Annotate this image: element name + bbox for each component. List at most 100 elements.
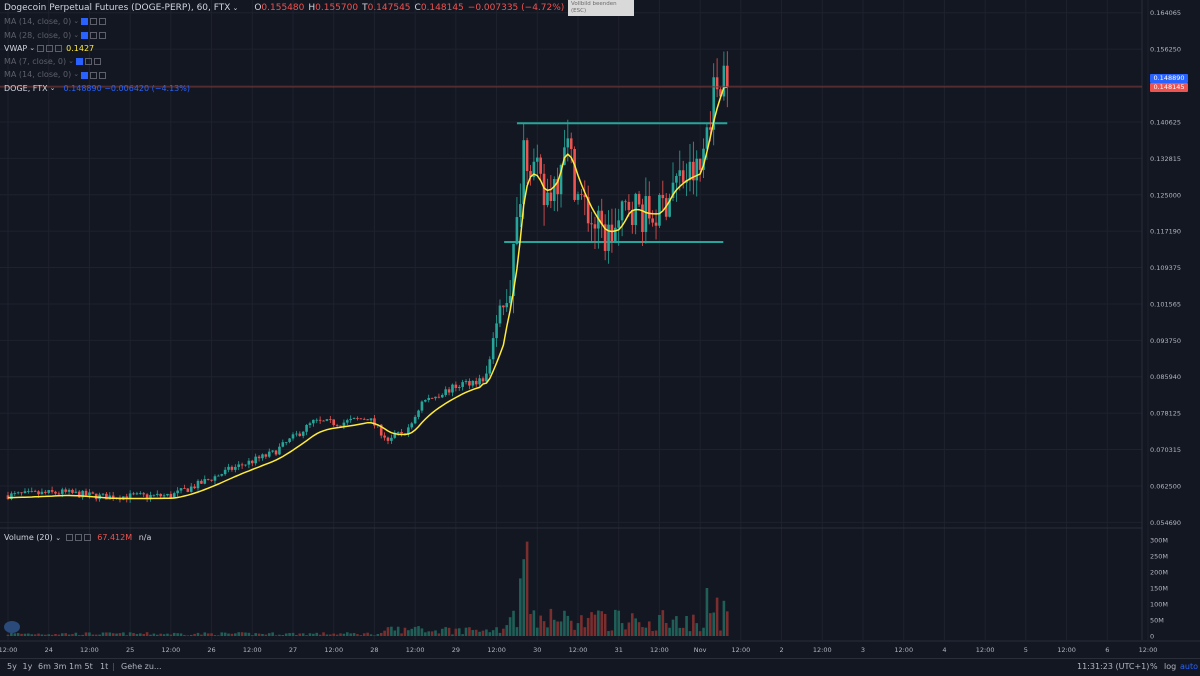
candle-body <box>444 389 447 395</box>
chevron-down-icon[interactable]: ⌄ <box>73 70 80 79</box>
eye-icon[interactable] <box>81 31 89 39</box>
candle-body <box>407 427 410 434</box>
settings-icon[interactable] <box>46 45 54 53</box>
volume-bar <box>607 631 610 636</box>
indicator-row[interactable]: VWAP ⌄ 0.1427 <box>4 42 568 55</box>
volume-bar <box>569 620 573 636</box>
eye-icon[interactable] <box>65 534 73 541</box>
chevron-down-icon[interactable]: ⌄ <box>73 17 80 26</box>
eye-icon[interactable] <box>76 58 83 66</box>
range-1y[interactable]: 1y <box>22 662 33 671</box>
settings-icon[interactable] <box>90 31 98 39</box>
candle-body <box>240 464 244 466</box>
range-5y[interactable]: 5y <box>7 662 17 671</box>
symbol-row[interactable]: Dogecoin Perpetual Futures (DOGE-PERP), … <box>4 2 568 15</box>
chevron-down-icon[interactable]: ⌄ <box>29 43 36 52</box>
volume-bar <box>196 632 200 636</box>
indicator-row[interactable]: MA (14, close, 0) ⌄ <box>4 15 568 28</box>
settings-icon[interactable] <box>85 58 92 66</box>
chevron-down-icon[interactable]: ⌄ <box>73 30 80 39</box>
close-icon[interactable] <box>83 534 91 541</box>
candle-body <box>654 222 658 226</box>
volume-bar <box>261 633 264 636</box>
volume-bar <box>464 627 468 636</box>
compare-symbol[interactable]: DOGE, FTX <box>4 83 48 93</box>
price-tick-label: 0.101565 <box>1150 300 1181 308</box>
candle-body <box>383 435 386 438</box>
volume-bar <box>64 633 67 636</box>
candle-body <box>274 450 278 455</box>
candle-body <box>552 179 556 202</box>
time-axis[interactable]: 12:00 24 12:00 25 12:00 26 12:00 27 12:00 28 12:00… <box>0 646 1157 654</box>
candle-body <box>54 491 57 494</box>
chevron-down-icon[interactable]: ⌄ <box>232 4 239 12</box>
volume-bar <box>529 613 532 636</box>
indicator-name[interactable]: MA (28, close, 0) <box>4 30 72 40</box>
tradingview-logo[interactable] <box>4 621 20 633</box>
indicator-list: MA (14, close, 0) ⌄ MA (28, close, 0) ⌄ VWAP… <box>4 15 568 81</box>
indicator-name[interactable]: MA (14, close, 0) <box>4 70 72 80</box>
settings-icon[interactable] <box>90 71 98 79</box>
candle-body <box>27 491 30 492</box>
indicator-name[interactable]: MA (14, close, 0) <box>4 17 72 27</box>
indicator-name[interactable]: MA (7, close, 0) <box>4 57 67 67</box>
bottom-toolbar: 5y 1y 6m 3m 1m 5t 1t | Gehe zu... 11:31:23 (UT… <box>0 658 1200 676</box>
range-6m[interactable]: 6m <box>38 662 51 671</box>
clock[interactable]: 11:31:23 (UTC+1) <box>1077 662 1150 671</box>
ohlc-value: 0.148145 <box>420 3 464 13</box>
candle-body <box>237 464 241 467</box>
volume-bar <box>573 629 576 636</box>
volume-title[interactable]: Volume (20) <box>4 533 53 542</box>
ohlc-value: 0.147545 <box>367 3 411 13</box>
volume-bar <box>478 631 481 636</box>
volume-bar <box>383 630 386 636</box>
candle-body <box>322 420 325 422</box>
chevron-down-icon[interactable]: ⌄ <box>55 534 62 542</box>
close-icon[interactable] <box>55 45 63 53</box>
close-icon[interactable] <box>94 58 101 66</box>
range-5t[interactable]: 5t <box>84 662 93 671</box>
ohlc-key: O <box>254 3 262 13</box>
candle-body <box>247 460 251 465</box>
percent-toggle[interactable]: % <box>1150 662 1158 671</box>
time-tick-label: 3 <box>861 646 865 654</box>
range-1t[interactable]: 1t <box>100 662 109 671</box>
ohlc-key: H <box>308 3 316 13</box>
goto-button[interactable]: Gehe zu... <box>121 662 162 671</box>
volume-bar <box>576 623 580 636</box>
candle-body <box>223 469 227 475</box>
range-1m[interactable]: 1m <box>69 662 82 671</box>
log-toggle[interactable]: log <box>1164 662 1177 671</box>
close-icon[interactable] <box>99 18 107 26</box>
close-icon[interactable] <box>99 71 107 79</box>
settings-icon[interactable] <box>90 18 98 26</box>
volume-bar <box>671 619 675 636</box>
eye-icon[interactable] <box>37 45 45 53</box>
price-axis[interactable]: 0.1640650.1562500.1484400.1406250.132815… <box>1150 9 1181 527</box>
range-3m[interactable]: 3m <box>53 662 67 671</box>
volume-bar <box>678 627 682 636</box>
candle-body <box>325 419 329 421</box>
indicator-row[interactable]: MA (28, close, 0) ⌄ <box>4 29 568 42</box>
drawn-level-lines[interactable] <box>504 122 728 244</box>
eye-icon[interactable] <box>81 18 89 26</box>
auto-toggle[interactable]: auto <box>1180 662 1199 671</box>
price-tick-label: 0.085940 <box>1150 373 1181 381</box>
chevron-down-icon[interactable]: ⌄ <box>68 57 74 66</box>
compare-row[interactable]: DOGE, FTX ⌄ 0.148890 −0.006420 (−4.13%) <box>4 82 568 95</box>
symbol-title[interactable]: Dogecoin Perpetual Futures (DOGE-PERP), … <box>4 3 231 13</box>
volume-bar <box>210 633 213 636</box>
indicator-row[interactable]: MA (14, close, 0) ⌄ <box>4 68 568 81</box>
chevron-down-icon[interactable]: ⌄ <box>49 83 56 92</box>
volume-bar <box>580 615 583 636</box>
candle-body <box>166 493 169 496</box>
eye-icon[interactable] <box>81 71 89 79</box>
last-price-tag: 0.148145 <box>1150 82 1188 92</box>
indicator-name[interactable]: VWAP <box>4 43 28 53</box>
exit-fullscreen-button[interactable]: Vollbild beenden (ESC) <box>568 0 634 16</box>
close-icon[interactable] <box>99 31 107 39</box>
volume-bar <box>661 610 665 636</box>
settings-icon[interactable] <box>74 534 82 541</box>
indicator-row[interactable]: MA (7, close, 0) ⌄ <box>4 55 568 68</box>
